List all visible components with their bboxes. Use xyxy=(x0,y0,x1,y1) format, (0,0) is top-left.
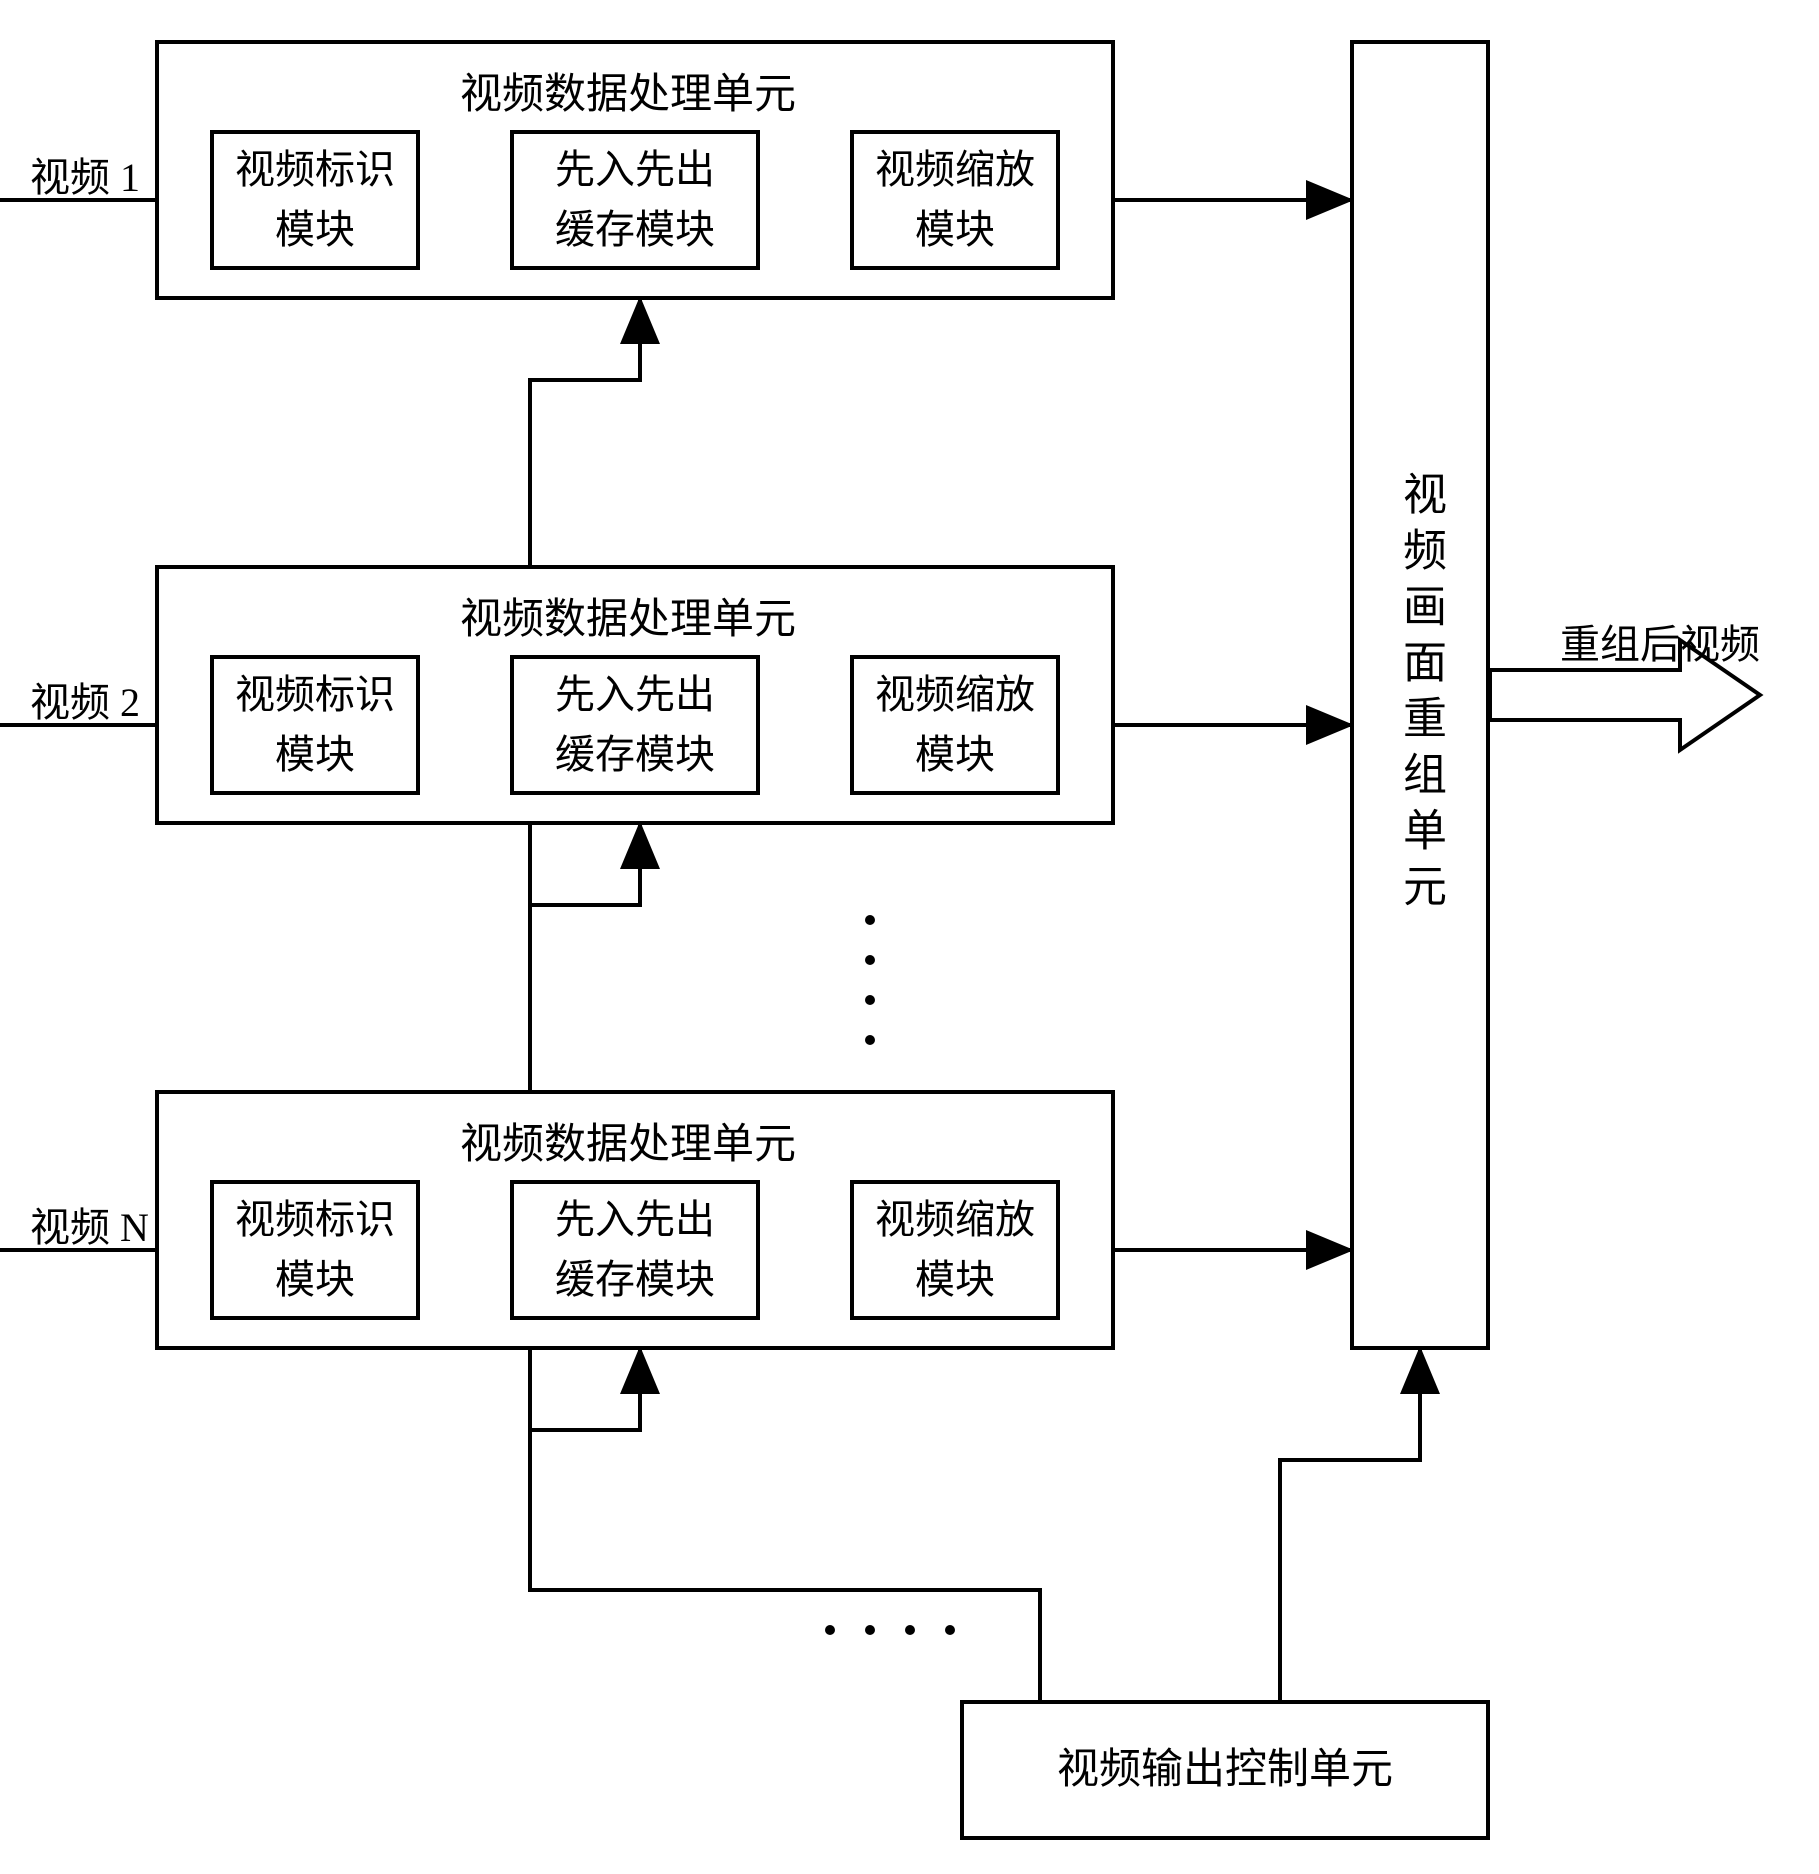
input-label-1: 视频 1 xyxy=(30,145,140,203)
unitn-module-1: 视频标识 模块 xyxy=(210,1180,420,1320)
unit1-module-3-line1: 视频缩放 xyxy=(875,147,1035,192)
unit1-module-3-line2: 模块 xyxy=(915,207,995,252)
output-control-unit-label: 视频输出控制单元 xyxy=(1057,1739,1393,1802)
unitn-module-3: 视频缩放 模块 xyxy=(850,1180,1060,1320)
unit1-module-1-line2: 模块 xyxy=(275,207,355,252)
processing-unit-2-title: 视频数据处理单元 xyxy=(460,585,796,646)
video-processing-diagram: 视频 1 视频 2 视频 N 视频数据处理单元 视频标识 模块 先入先出 缓存模… xyxy=(0,0,1819,1874)
unitn-module-3-line2: 模块 xyxy=(915,1257,995,1302)
processing-unit-1-title: 视频数据处理单元 xyxy=(460,60,796,121)
unit2-module-2-line1: 先入先出 xyxy=(555,672,715,717)
unitn-module-1-line2: 模块 xyxy=(275,1257,355,1302)
unit2-module-2: 先入先出 缓存模块 xyxy=(510,655,760,795)
unit1-module-2-line2: 缓存模块 xyxy=(555,207,715,252)
unitn-module-3-line1: 视频缩放 xyxy=(875,1197,1035,1242)
input-label-n: 视频 N xyxy=(30,1195,149,1253)
unit2-module-1-line2: 模块 xyxy=(275,732,355,777)
unit2-module-1-line1: 视频标识 xyxy=(235,672,395,717)
unit1-module-1: 视频标识 模块 xyxy=(210,130,420,270)
output-control-unit: 视频输出控制单元 xyxy=(960,1700,1490,1840)
output-label: 重组后视频 xyxy=(1560,612,1760,670)
input-label-2: 视频 2 xyxy=(30,670,140,728)
unit2-module-3: 视频缩放 模块 xyxy=(850,655,1060,795)
unit2-module-3-line1: 视频缩放 xyxy=(875,672,1035,717)
unitn-module-2-line1: 先入先出 xyxy=(555,1197,715,1242)
unit2-module-2-line2: 缓存模块 xyxy=(555,732,715,777)
unit1-module-3: 视频缩放 模块 xyxy=(850,130,1060,270)
unit1-module-1-line1: 视频标识 xyxy=(235,147,395,192)
unit2-module-3-line2: 模块 xyxy=(915,732,995,777)
unit1-module-2-line1: 先入先出 xyxy=(555,147,715,192)
unitn-module-1-line1: 视频标识 xyxy=(235,1197,395,1242)
unit2-module-1: 视频标识 模块 xyxy=(210,655,420,795)
unitn-module-2-line2: 缓存模块 xyxy=(555,1257,715,1302)
processing-unit-n-title: 视频数据处理单元 xyxy=(460,1110,796,1171)
recombine-unit: 视频画面重组单元 xyxy=(1350,40,1490,1350)
recombine-unit-label: 视频画面重组单元 xyxy=(1388,471,1452,919)
unitn-module-2: 先入先出 缓存模块 xyxy=(510,1180,760,1320)
unit1-module-2: 先入先出 缓存模块 xyxy=(510,130,760,270)
